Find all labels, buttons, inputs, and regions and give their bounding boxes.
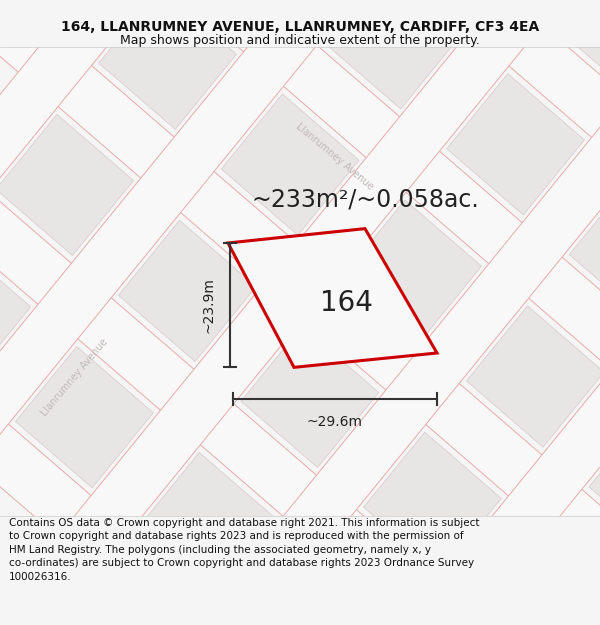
Bar (0, 182, 494, 625)
Bar (204, 81, 600, 625)
Bar (99, 0, 236, 129)
Text: Contains OS data © Crown copyright and database right 2021. This information is : Contains OS data © Crown copyright and d… (9, 518, 479, 582)
Bar (202, 0, 339, 3)
Bar (81, 0, 600, 625)
Text: ~29.6m: ~29.6m (307, 414, 363, 429)
Bar (241, 326, 379, 468)
Bar (0, 56, 597, 625)
Bar (221, 94, 359, 235)
Text: Map shows position and indicative extent of the property.: Map shows position and indicative extent… (120, 34, 480, 47)
Bar (0, 0, 519, 587)
Text: 164, LLANRUMNEY AVENUE, LLANRUMNEY, CARDIFF, CF3 4EA: 164, LLANRUMNEY AVENUE, LLANRUMNEY, CARD… (61, 20, 539, 34)
Text: ~23.9m: ~23.9m (201, 278, 215, 333)
Bar (326, 187, 600, 625)
Bar (466, 306, 600, 447)
Bar (118, 220, 256, 361)
Bar (106, 0, 600, 380)
Bar (486, 538, 600, 625)
Bar (569, 179, 600, 321)
Bar (0, 241, 31, 382)
Bar (447, 74, 584, 215)
Text: Llanrumney Avenue: Llanrumney Avenue (295, 122, 376, 192)
Bar (550, 0, 600, 89)
Polygon shape (228, 229, 437, 368)
Bar (209, 0, 600, 254)
Bar (0, 114, 134, 256)
Bar (0, 0, 396, 481)
Bar (344, 200, 482, 341)
Bar (261, 559, 398, 625)
Text: ~233m²/~0.058ac.: ~233m²/~0.058ac. (251, 188, 479, 212)
Text: 164: 164 (320, 289, 373, 317)
Text: Llanrumney Avenue: Llanrumney Avenue (40, 336, 110, 418)
Bar (364, 432, 501, 573)
Bar (324, 0, 462, 109)
Bar (138, 452, 276, 594)
Bar (16, 347, 153, 488)
Bar (589, 412, 600, 553)
Bar (3, 0, 600, 506)
